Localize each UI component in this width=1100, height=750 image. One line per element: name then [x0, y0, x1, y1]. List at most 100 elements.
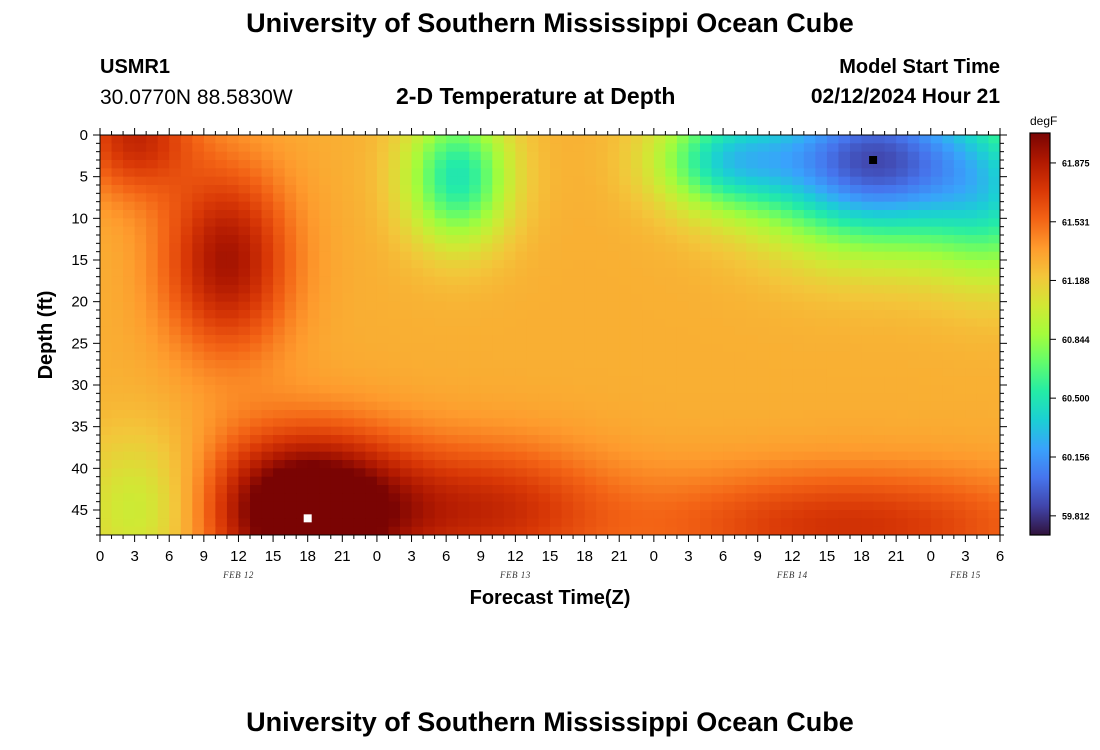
heatmap-cell — [573, 210, 586, 219]
heatmap-cell — [780, 310, 793, 319]
heatmap-cell — [584, 368, 597, 378]
heatmap-cell — [503, 193, 516, 203]
heatmap-cell — [769, 351, 782, 361]
heatmap-cell — [826, 443, 840, 453]
heatmap-cell — [619, 285, 632, 294]
heatmap-cell — [342, 343, 355, 353]
heatmap-cell — [284, 243, 297, 253]
heatmap-cell — [850, 393, 863, 403]
heatmap-cell — [388, 443, 401, 453]
heatmap-cell — [457, 151, 470, 161]
heatmap-cell — [400, 201, 413, 211]
heatmap-cell — [676, 293, 690, 303]
heatmap-cell — [388, 376, 401, 386]
heatmap-cell — [111, 518, 124, 528]
heatmap-cell — [688, 335, 701, 344]
heatmap-cell — [607, 285, 620, 294]
heatmap-cell — [180, 251, 193, 261]
heatmap-cell — [123, 493, 136, 503]
heatmap-cell — [803, 476, 816, 486]
heatmap-cell — [953, 218, 966, 228]
heatmap-cell — [169, 501, 182, 511]
heatmap-cell — [919, 260, 932, 269]
heatmap-cell — [365, 360, 378, 369]
heatmap-cell — [423, 218, 436, 228]
heatmap-cell — [503, 268, 516, 278]
heatmap-cell — [434, 435, 447, 444]
heatmap-cell — [319, 210, 332, 219]
heatmap-cell — [942, 376, 955, 386]
heatmap-cell — [423, 310, 436, 319]
heatmap-cell — [492, 185, 505, 194]
heatmap-cell — [826, 301, 840, 311]
heatmap-cell — [930, 293, 943, 303]
heatmap-cell — [792, 310, 805, 319]
heatmap-cell — [896, 310, 909, 319]
heatmap-cell — [480, 185, 493, 194]
heatmap-cell — [838, 401, 851, 411]
heatmap-cell — [550, 143, 563, 153]
heatmap-cell — [238, 510, 251, 519]
heatmap-cell — [123, 368, 136, 378]
heatmap-cell — [561, 176, 574, 186]
heatmap-cell — [515, 193, 528, 203]
plot-title: 2-D Temperature at Depth — [396, 83, 676, 109]
heatmap-cell — [711, 151, 724, 161]
heatmap-cell — [526, 368, 540, 378]
heatmap-cell — [111, 193, 124, 203]
heatmap-cell — [342, 268, 355, 278]
heatmap-cell — [330, 385, 343, 394]
heatmap-cell — [157, 460, 170, 469]
heatmap-cell — [584, 468, 597, 478]
heatmap-cell — [792, 326, 805, 336]
heatmap-cell — [226, 176, 240, 186]
heatmap-cell — [180, 168, 193, 178]
heatmap-cell — [826, 151, 840, 161]
heatmap-cell — [861, 176, 874, 186]
heatmap-cell — [100, 226, 113, 236]
heatmap-cell — [146, 226, 159, 236]
heatmap-cell — [376, 435, 390, 444]
maximum-marker — [303, 514, 312, 523]
heatmap-cell — [250, 301, 263, 311]
heatmap-cell — [700, 518, 713, 528]
heatmap-cell — [100, 143, 113, 153]
heatmap-cell — [515, 201, 528, 211]
heatmap-cell — [723, 368, 736, 378]
heatmap-cell — [469, 201, 482, 211]
heatmap-cell — [734, 426, 747, 436]
heatmap-cell — [734, 235, 747, 244]
heatmap-cell — [619, 451, 632, 461]
heatmap-cell — [619, 485, 632, 494]
heatmap-cell — [434, 268, 447, 278]
heatmap-cell — [884, 410, 897, 419]
heatmap-cell — [100, 218, 113, 228]
heatmap-cell — [953, 360, 966, 369]
heatmap-cell — [446, 460, 459, 469]
heatmap-cell — [746, 326, 759, 336]
heatmap-cell — [100, 301, 113, 311]
heatmap-cell — [515, 360, 528, 369]
heatmap-cell — [319, 518, 332, 528]
heatmap-cell — [376, 310, 390, 319]
heatmap-cell — [826, 276, 840, 286]
heatmap-cell — [769, 501, 782, 511]
heatmap-cell — [803, 468, 816, 478]
heatmap-cell — [123, 185, 136, 194]
heatmap-cell — [123, 293, 136, 303]
heatmap-cell — [388, 260, 401, 269]
heatmap-cell — [192, 243, 205, 253]
heatmap-cell — [561, 251, 574, 261]
heatmap-cell — [976, 335, 990, 344]
heatmap-cell — [215, 510, 228, 519]
heatmap-cell — [653, 351, 666, 361]
heatmap-cell — [492, 243, 505, 253]
heatmap-cell — [353, 160, 366, 169]
heatmap-cell — [538, 268, 551, 278]
heatmap-cell — [642, 443, 655, 453]
heatmap-cell — [873, 493, 886, 503]
heatmap-cell — [307, 276, 320, 286]
heatmap-cell — [700, 193, 713, 203]
heatmap-cell — [942, 251, 955, 261]
heatmap-cell — [284, 143, 297, 153]
